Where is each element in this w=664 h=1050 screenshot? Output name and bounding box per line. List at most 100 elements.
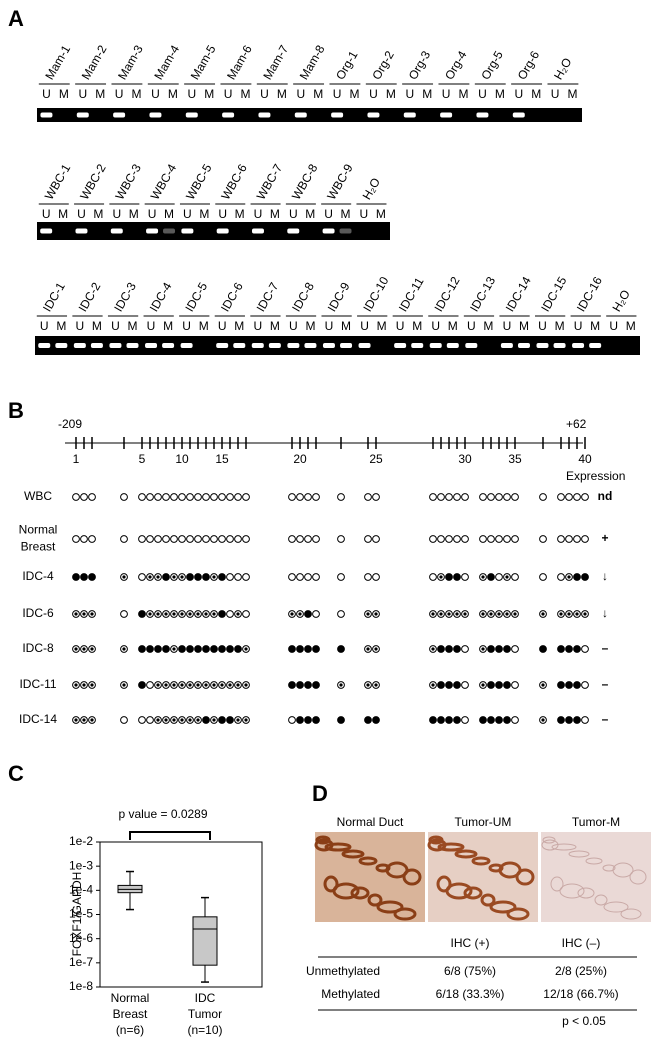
lane-letter: U xyxy=(324,207,333,221)
lane-letter: M xyxy=(58,207,68,221)
lane-letter: U xyxy=(76,319,85,333)
sample-label: IDC-6 xyxy=(218,280,246,314)
lane-letter: M xyxy=(234,319,244,333)
sample-label: H₂O xyxy=(609,287,632,314)
cpg-site xyxy=(565,645,573,653)
lane-letter: M xyxy=(313,87,323,101)
tissue xyxy=(489,900,517,914)
table-note: p < 0.05 xyxy=(562,1014,606,1028)
tissue xyxy=(568,850,590,858)
cpg-partial xyxy=(90,612,94,616)
cpg-site xyxy=(437,493,445,501)
sample-label: Mam-3 xyxy=(115,42,146,82)
cpg-site xyxy=(146,645,154,653)
band xyxy=(216,228,229,234)
cpg-site xyxy=(288,493,296,501)
lane-letter: U xyxy=(369,87,378,101)
band xyxy=(304,343,317,348)
cpg-site xyxy=(479,716,487,724)
cpg-partial xyxy=(82,718,86,722)
lane-letter: U xyxy=(260,87,269,101)
band xyxy=(517,343,530,348)
band xyxy=(339,228,352,234)
cpg-site xyxy=(557,535,565,543)
cpg-site xyxy=(162,573,170,581)
cpg-site xyxy=(565,716,573,724)
cpg-partial xyxy=(366,612,370,616)
row-name: WBC xyxy=(24,489,52,503)
lane-letter: M xyxy=(270,319,280,333)
sample-label: Org-5 xyxy=(478,48,506,82)
cpg-partial xyxy=(366,647,370,651)
cpg-site xyxy=(288,573,296,581)
cpg-site xyxy=(218,716,226,724)
cpg-number: 10 xyxy=(175,452,189,466)
lane-letter: M xyxy=(626,319,636,333)
x-tick-label: Normal xyxy=(111,991,150,1005)
y-tick-label: 1e-6 xyxy=(69,931,93,945)
cpg-partial xyxy=(455,612,459,616)
sample-label: Org-6 xyxy=(515,48,543,82)
band xyxy=(287,228,300,234)
lane-letter: M xyxy=(377,319,387,333)
x-tick-label: Tumor xyxy=(188,1007,222,1021)
row-name: Breast xyxy=(21,540,56,554)
cpg-partial xyxy=(180,683,184,687)
cpg-partial xyxy=(188,683,192,687)
cpg-site xyxy=(304,573,312,581)
tissue xyxy=(437,842,465,852)
cpg-site xyxy=(242,535,250,543)
cpg-site xyxy=(234,493,242,501)
cpg-site xyxy=(495,681,503,689)
cpg-site xyxy=(573,573,581,581)
cpg-partial xyxy=(244,647,248,651)
cpg-partial xyxy=(74,647,78,651)
cpg-site xyxy=(226,610,234,618)
cpg-site xyxy=(372,493,380,501)
lane-letter: M xyxy=(422,87,432,101)
cpg-site xyxy=(186,493,194,501)
bracket xyxy=(129,831,211,840)
image-title: Tumor-M xyxy=(572,815,620,829)
cpg-partial xyxy=(505,612,509,616)
sample-label: IDC-2 xyxy=(76,280,104,314)
tissue xyxy=(620,908,642,920)
sample-label: IDC-9 xyxy=(325,280,353,314)
tissue xyxy=(577,887,595,899)
cpg-site xyxy=(218,645,226,653)
cpg-site xyxy=(146,716,154,724)
tissue xyxy=(436,875,452,893)
sample-label: Org-4 xyxy=(442,48,470,82)
tissue xyxy=(314,838,334,852)
cpg-site xyxy=(288,681,296,689)
cpg-site xyxy=(573,681,581,689)
lane-letter: U xyxy=(77,207,86,221)
sample-label: IDC-5 xyxy=(182,280,210,314)
cpg-partial xyxy=(212,612,216,616)
cpg-site xyxy=(186,535,194,543)
cpg-site xyxy=(296,716,304,724)
cpg-site xyxy=(511,493,519,501)
cpg-site xyxy=(178,535,186,543)
band xyxy=(476,112,489,118)
cpg-partial xyxy=(513,612,517,616)
cpg-site xyxy=(364,716,372,724)
cpg-site xyxy=(495,573,503,581)
cpg-site xyxy=(429,573,437,581)
cpg-site xyxy=(80,573,88,581)
cpg-site xyxy=(453,681,461,689)
tissue xyxy=(585,857,603,865)
cpg-site xyxy=(503,493,511,501)
cpg-site xyxy=(312,493,320,501)
lane-letter: U xyxy=(360,319,369,333)
lane-letter: M xyxy=(376,207,386,221)
end-position: +62 xyxy=(566,417,587,431)
cpg-site xyxy=(479,493,487,501)
cpg-site xyxy=(511,716,519,724)
lane-letter: M xyxy=(519,319,529,333)
cpg-site xyxy=(210,645,218,653)
cpg-site xyxy=(288,645,296,653)
cpg-site xyxy=(581,681,589,689)
cpg-partial xyxy=(180,575,184,579)
band xyxy=(180,343,193,348)
